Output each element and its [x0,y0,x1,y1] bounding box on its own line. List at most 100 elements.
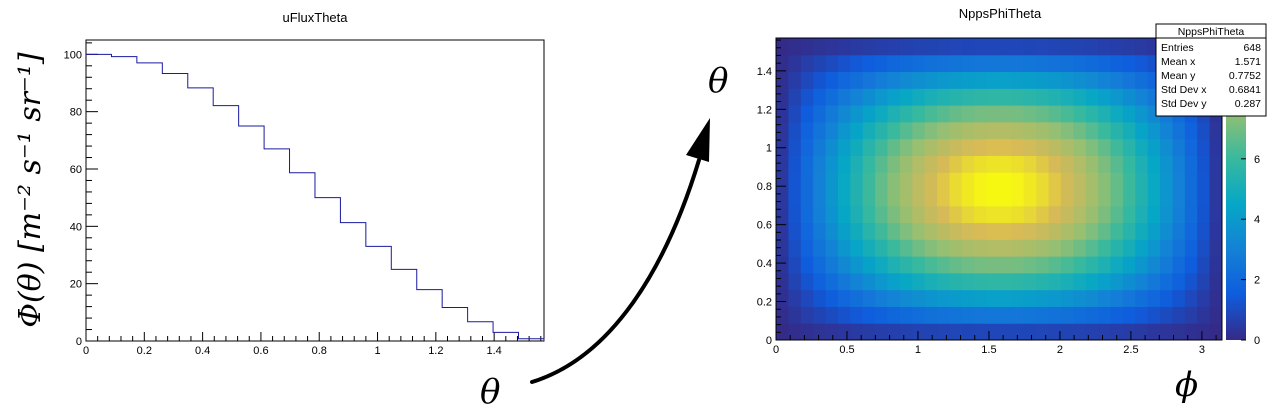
heatmap-cell [1110,189,1124,207]
heatmap-cell [949,121,963,140]
heatmap-cell [1110,138,1124,156]
heatmap-cell [912,289,926,307]
heatmap-cell [912,323,926,341]
heatmap-cell [1098,38,1111,56]
heatmap-cell [1073,54,1087,73]
heatmap-cell [1209,205,1223,224]
heatmap-cell [912,71,926,89]
heatmap-cell [1060,54,1074,73]
heatmap-cell [1073,205,1087,224]
heatmap-cell [1122,189,1136,207]
heatmap-cell [1085,306,1099,324]
heatmap-cell [899,239,913,257]
heatmap-cell [1048,88,1062,106]
heatmap-cell [1122,155,1136,173]
heatmap-cell [999,155,1012,173]
heatmap-cell [949,105,963,123]
heatmap-cell [1085,121,1099,140]
heatmap-cell [924,239,938,257]
heatmap-cell [1160,272,1173,291]
heatmap-cell [899,121,913,140]
y-tick-label: 1.2 [757,104,772,116]
heatmap-cell [1184,205,1198,224]
heatmap-cell [999,272,1012,291]
histogram-bin [315,198,340,341]
heatmap-cell [813,155,827,173]
heatmap-cell [1011,222,1025,240]
heatmap-cell [788,289,802,307]
heatmap-cell [1023,272,1037,291]
histogram-bin [162,74,187,341]
heatmap-cell [899,205,913,224]
heatmap-cell [999,54,1012,73]
heatmap-cell [875,155,888,173]
heatmap-cell [1197,239,1211,257]
heatmap-cell [887,54,901,73]
heatmap-cell [986,289,1000,307]
heatmap-cell [813,289,827,307]
heatmap-cell [1184,222,1198,240]
heatmap-cell [899,272,913,291]
heatmap-cell [887,222,901,240]
heatmap-cell [1098,256,1111,274]
y-tick-label: 0.6 [757,220,772,232]
heatmap-cell [1135,155,1149,173]
heatmap-cell [788,88,802,106]
stats-value: 0.287 [1235,98,1261,110]
heatmap-cell [887,289,901,307]
heatmap-cell [999,121,1012,140]
heatmap-cell [1036,256,1050,274]
x-tick-label: 2 [1057,344,1063,356]
heatmap-cell [899,38,913,56]
heatmap-cell [961,38,975,56]
heatmap-cell [961,239,975,257]
heatmap-cell [986,155,1000,173]
heatmap-cell [1011,54,1025,73]
heatmap-cell [788,38,802,56]
heatmap-cell [776,306,789,324]
heatmap-cell [1098,306,1111,324]
heatmap-cell [875,239,888,257]
heatmap-cell [1172,222,1186,240]
heatmap-cell [875,289,888,307]
heatmap-cell [1135,189,1149,207]
heatmap-cell [937,172,950,190]
heatmap-cell [776,155,789,173]
heatmap-cell [1023,306,1037,324]
heatmap-cell [1122,239,1136,257]
heatmap-cell [837,289,851,307]
heatmap-cell [986,256,1000,274]
heatmap-cell [1135,38,1149,56]
x-tick-label: 0.5 [839,344,854,356]
histogram-bin [239,126,264,341]
heatmap-cell [912,88,926,106]
heatmap-cell [961,88,975,106]
heatmap-cell [1209,172,1223,190]
heatmap-cell [937,222,950,240]
heatmap-cell [1160,138,1173,156]
y-tick-label: 1 [766,143,772,155]
heatmap-cell [1073,121,1087,140]
heatmap-cell [1184,155,1198,173]
heatmap-cell [999,38,1012,56]
heatmap-cell [1197,138,1211,156]
heatmap-cell [776,172,789,190]
heatmap-cell [986,38,1000,56]
histogram-bin [264,149,289,341]
heatmap-cell [937,306,950,324]
histogram-step-line [86,53,545,341]
heatmap-cell [1098,289,1111,307]
heatmap-cell [912,189,926,207]
heatmap-cell [949,155,963,173]
heatmap-cell [899,172,913,190]
heatmap-cell [937,88,950,106]
heatmap-cell [1135,222,1149,240]
heatmap-cell [1085,105,1099,123]
heatmap-cell [1023,205,1037,224]
heatmap-cell [949,205,963,224]
heatmap-cell [1197,289,1211,307]
heatmap-cell [1197,256,1211,274]
heatmap-cell [961,256,975,274]
heatmap-cell [924,105,938,123]
heatmap-cell [961,289,975,307]
